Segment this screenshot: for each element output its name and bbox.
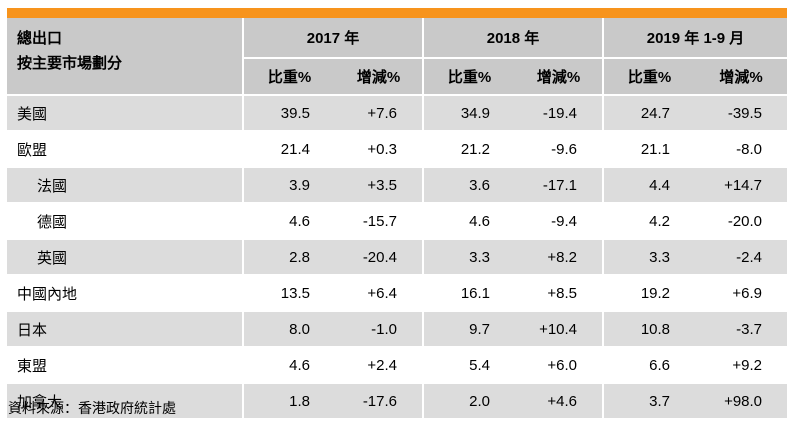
- cell-value: 2.8: [242, 238, 335, 275]
- row-label: 德國: [7, 202, 243, 239]
- cell-value: 3.6: [422, 166, 516, 203]
- row-label: 東盟: [7, 346, 243, 383]
- cell-value: 3.7: [602, 382, 696, 418]
- cell-value: -17.6: [335, 382, 424, 418]
- cell-value: 19.2: [602, 274, 696, 311]
- row-label: 歐盟: [7, 130, 243, 167]
- cell-value: -20.0: [695, 202, 788, 239]
- table-row: 德國 4.6 -15.7 4.6 -9.4 4.2 -20.0: [7, 202, 788, 239]
- row-label: 英國: [7, 238, 243, 275]
- cell-value: +14.7: [695, 166, 788, 203]
- cell-value: 4.6: [242, 202, 335, 239]
- row-label: 加拿大: [7, 382, 243, 418]
- cell-value: +6.0: [515, 346, 604, 383]
- stub-header-line2: 按主要市場劃分: [17, 55, 123, 72]
- cell-value: -8.0: [695, 130, 788, 167]
- cell-value: -3.7: [695, 310, 788, 347]
- cell-value: +10.4: [515, 310, 604, 347]
- table-row: 加拿大 1.8 -17.6 2.0 +4.6 3.7 +98.0: [7, 382, 788, 418]
- table-row: 法國 3.9 +3.5 3.6 -17.1 4.4 +14.7: [7, 166, 788, 203]
- cell-value: +3.5: [335, 166, 424, 203]
- cell-value: +6.9: [695, 274, 788, 311]
- cell-value: 39.5: [242, 94, 335, 131]
- cell-value: +8.2: [515, 238, 604, 275]
- sub-change-2018: 增減%: [515, 57, 604, 95]
- cell-value: -19.4: [515, 94, 604, 131]
- cell-value: 9.7: [422, 310, 516, 347]
- cell-value: 4.2: [602, 202, 696, 239]
- sub-share-2019: 比重%: [602, 57, 696, 95]
- stub-header-line1: 總出口: [17, 30, 63, 47]
- cell-value: -17.1: [515, 166, 604, 203]
- accent-bar: [7, 8, 787, 18]
- cell-value: -39.5: [695, 94, 788, 131]
- cell-value: 1.8: [242, 382, 335, 418]
- cell-value: 5.4: [422, 346, 516, 383]
- table-row: 中國內地 13.5 +6.4 16.1 +8.5 19.2 +6.9: [7, 274, 788, 311]
- group-2019: 2019 年 1-9 月: [602, 18, 788, 58]
- cell-value: 10.8: [602, 310, 696, 347]
- row-label: 法國: [7, 166, 243, 203]
- cell-value: 3.9: [242, 166, 335, 203]
- cell-value: 4.6: [242, 346, 335, 383]
- cell-value: -9.4: [515, 202, 604, 239]
- cell-value: 8.0: [242, 310, 335, 347]
- stub-header: 總出口 按主要市場劃分: [7, 18, 243, 95]
- cell-value: -9.6: [515, 130, 604, 167]
- cell-value: 4.4: [602, 166, 696, 203]
- cell-value: -15.7: [335, 202, 424, 239]
- cell-value: 6.6: [602, 346, 696, 383]
- sub-share-2017: 比重%: [242, 57, 335, 95]
- sub-change-2017: 增減%: [335, 57, 424, 95]
- row-label: 日本: [7, 310, 243, 347]
- table-row: 美國 39.5 +7.6 34.9 -19.4 24.7 -39.5: [7, 94, 788, 131]
- cell-value: 24.7: [602, 94, 696, 131]
- cell-value: 21.4: [242, 130, 335, 167]
- table-row: 英國 2.8 -20.4 3.3 +8.2 3.3 -2.4: [7, 238, 788, 275]
- cell-value: -2.4: [695, 238, 788, 275]
- cell-value: +7.6: [335, 94, 424, 131]
- table-row: 東盟 4.6 +2.4 5.4 +6.0 6.6 +9.2: [7, 346, 788, 383]
- group-2017: 2017 年: [241, 18, 424, 58]
- cell-value: 21.2: [422, 130, 516, 167]
- cell-value: -1.0: [335, 310, 424, 347]
- cell-value: +98.0: [695, 382, 788, 418]
- cell-value: 4.6: [422, 202, 516, 239]
- cell-value: +4.6: [515, 382, 604, 418]
- cell-value: +8.5: [515, 274, 604, 311]
- cell-value: +9.2: [695, 346, 788, 383]
- export-table: 總出口 按主要市場劃分 2017 年 2018 年 2019 年 1-9 月 比…: [7, 18, 788, 418]
- cell-value: 21.1: [602, 130, 696, 167]
- row-label: 中國內地: [7, 274, 243, 311]
- cell-value: 13.5: [242, 274, 335, 311]
- group-2018: 2018 年: [422, 18, 604, 58]
- sub-change-2019: 增減%: [695, 57, 788, 95]
- table-row: 日本 8.0 -1.0 9.7 +10.4 10.8 -3.7: [7, 310, 788, 347]
- cell-value: 2.0: [422, 382, 516, 418]
- cell-value: 16.1: [422, 274, 516, 311]
- cell-value: 3.3: [602, 238, 696, 275]
- cell-value: -20.4: [335, 238, 424, 275]
- source-note: 資料來源：香港政府統計處: [8, 400, 176, 416]
- cell-value: +2.4: [335, 346, 424, 383]
- sub-share-2018: 比重%: [422, 57, 516, 95]
- table-row: 歐盟 21.4 +0.3 21.2 -9.6 21.1 -8.0: [7, 130, 788, 167]
- row-label: 美國: [7, 94, 243, 131]
- cell-value: 34.9: [422, 94, 516, 131]
- cell-value: 3.3: [422, 238, 516, 275]
- cell-value: +6.4: [335, 274, 424, 311]
- cell-value: +0.3: [335, 130, 424, 167]
